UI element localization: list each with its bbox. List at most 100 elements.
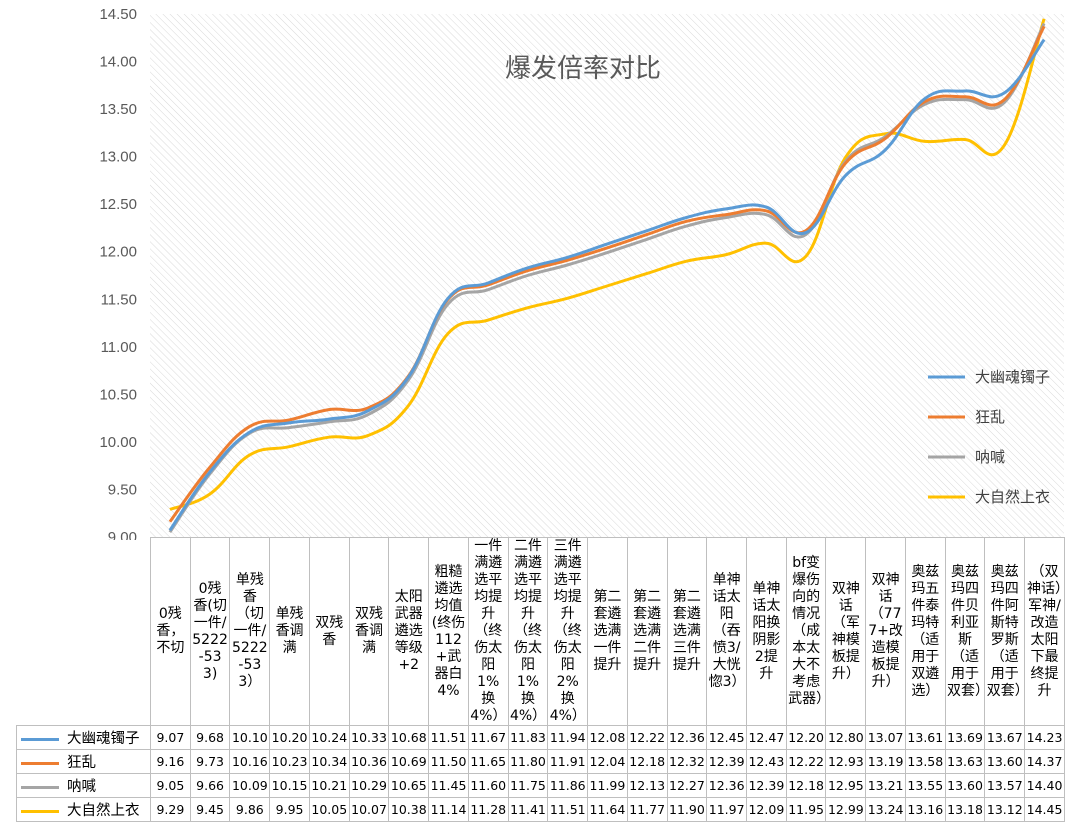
table-cell: 10.34	[308, 749, 350, 774]
category-text: 二件满遴选平均提升（终伤太阳1%换4%）	[509, 538, 547, 724]
category-text: 粗糙遴选均值(终伤112+武器白4%	[431, 563, 466, 699]
table-cell: 9.68	[189, 725, 231, 750]
category-text: 第二套遴选满三件提升	[672, 589, 701, 673]
category-text: 第二套遴选满一件提升	[593, 589, 622, 673]
table-cell: 11.50	[428, 749, 469, 774]
category-label: 单神话太阳换阴影2提升	[746, 537, 787, 726]
chart-title: 爆发倍率对比	[505, 54, 661, 84]
table-cell: 11.65	[467, 749, 509, 774]
table-cell: 11.51	[428, 725, 469, 750]
y-tick-label: 10.00	[99, 434, 137, 451]
table-cell: 12.93	[825, 749, 867, 774]
y-tick-label: 10.50	[99, 386, 137, 403]
table-cell: 13.67	[984, 725, 1026, 750]
table-cell: 9.07	[150, 725, 191, 750]
table-cell: 12.47	[746, 725, 787, 750]
y-tick-label: 12.00	[99, 244, 137, 261]
table-cell: 11.60	[467, 773, 509, 798]
table-cell: 12.20	[785, 725, 827, 750]
series-name-cell: 大幽魂镯子	[16, 725, 151, 750]
table-cell: 10.36	[348, 749, 390, 774]
table-cell: 12.22	[626, 725, 668, 750]
table-corner	[16, 537, 151, 726]
table-cell: 13.55	[904, 773, 946, 798]
series-line-3	[169, 18, 1046, 511]
category-label: 双残香调满	[348, 537, 390, 726]
table-row: 呐喊 9.05 9.66 10.09 10.15 10.21 10.29 10.65 11.45…	[16, 773, 1065, 798]
table-cell: 11.94	[547, 725, 589, 750]
table-cell: 10.68	[388, 725, 430, 750]
category-label: 一件满遴选平均提升（终伤太阳1%换4%）	[467, 537, 509, 726]
category-text: 奥兹玛四件阿斯特罗斯（适用于双套）	[986, 563, 1029, 699]
category-label: 单残香调满	[269, 537, 310, 726]
category-text: 单神话太阳换阴影2提升	[752, 580, 781, 682]
category-label: 太阳武器遴选等级+2	[388, 537, 430, 726]
category-label: 第二套遴选满二件提升	[626, 537, 668, 726]
table-cell: 14.23	[1024, 725, 1065, 750]
table-cell: 13.07	[865, 725, 906, 750]
category-label: 双神话（777+改造模板提升）	[865, 537, 906, 726]
y-tick-label: 11.50	[101, 291, 137, 308]
series-swatch	[21, 761, 59, 765]
y-tick-label: 9.50	[108, 481, 137, 498]
table-cell: 10.24	[308, 725, 350, 750]
table-cell: 10.20	[269, 725, 310, 750]
table-cell: 13.60	[984, 749, 1026, 774]
category-text: 双残香调满	[355, 606, 384, 656]
table-cell: 14.37	[1024, 749, 1065, 774]
category-label: 单神话太阳（吞愤3/大恍惚3）	[706, 537, 748, 726]
table-cell: 9.16	[150, 749, 191, 774]
y-tick-label: 12.50	[99, 196, 137, 213]
data-table: 0残香，不切 0残香(切一件/5222-533) 单残香（切一件/5222-533）…	[16, 537, 1065, 822]
table-cell: 13.63	[944, 749, 986, 774]
y-tick-label: 13.50	[99, 101, 137, 118]
series-name: 大幽魂镯子	[67, 731, 140, 747]
table-cell: 12.08	[587, 725, 628, 750]
legend-label: 狂乱	[975, 408, 1005, 426]
table-cell: 10.29	[348, 773, 390, 798]
table-row: 大幽魂镯子 9.07 9.68 10.10 10.20 10.24 10.33 10.68 11…	[16, 725, 1065, 750]
category-label: 奥兹玛五件泰玛特（适用于双遴选）	[904, 537, 946, 726]
category-text: 第二套遴选满二件提升	[633, 589, 662, 673]
category-label: 单残香（切一件/5222-533）	[229, 537, 271, 726]
table-cell: 12.95	[825, 773, 867, 798]
series-name: 大自然上衣	[67, 803, 140, 819]
table-cell: 12.22	[785, 749, 827, 774]
series-name-cell: 狂乱	[16, 749, 151, 774]
category-label: （双神话）军神/改造太阳下最终提升	[1024, 537, 1065, 726]
category-text: 0残香(切一件/5222-533)	[192, 580, 228, 682]
table-cell: 13.58	[904, 749, 946, 774]
category-text: bf变爆伤向的情况（成本太大不考虑武器）	[788, 555, 831, 707]
table-cell: 11.45	[428, 773, 469, 798]
table-cell: 10.09	[229, 773, 271, 798]
legend-label: 大幽魂镯子	[975, 368, 1050, 386]
y-tick-label: 14.00	[99, 54, 137, 71]
category-label: 双残香	[308, 537, 350, 726]
table-cell: 12.18	[626, 749, 668, 774]
table-cell: 12.45	[706, 725, 748, 750]
chart-plot: 9.00 9.50 10.00 10.50 11.00 11.50 12.00 12.50 13…	[99, 6, 1064, 540]
series-name: 呐喊	[67, 779, 96, 795]
table-cell: 13.60	[944, 773, 986, 798]
category-label: bf变爆伤向的情况（成本太大不考虑武器）	[785, 537, 831, 726]
category-label: 第二套遴选满一件提升	[587, 537, 628, 726]
table-cell: 12.43	[746, 749, 787, 774]
category-text: 一件满遴选平均提升（终伤太阳1%换4%）	[470, 538, 507, 724]
table-cell: 9.73	[189, 749, 231, 774]
category-label: 二件满遴选平均提升（终伤太阳1%换4%）	[507, 537, 549, 726]
category-text: 双神话（777+改造模板提升）	[868, 572, 903, 690]
legend-label: 呐喊	[975, 448, 1005, 466]
table-cell: 9.05	[150, 773, 191, 798]
category-text: 奥兹玛五件泰玛特（适用于双遴选）	[911, 563, 940, 699]
y-tick-label: 13.00	[99, 149, 137, 166]
category-text: （双神话）军神/改造太阳下最终提升	[1027, 563, 1063, 699]
category-text: 单神话太阳（吞愤3/大恍惚3）	[708, 572, 746, 690]
table-cell: 13.69	[944, 725, 986, 750]
table-cell: 11.91	[547, 749, 589, 774]
table-row: 狂乱 9.16 9.73 10.16 10.23 10.34 10.36 10.69 11.50…	[16, 749, 1065, 774]
table-cell: 10.10	[229, 725, 271, 750]
table-cell: 12.80	[825, 725, 867, 750]
table-cell: 12.13	[626, 773, 668, 798]
table-cell: 9.66	[189, 773, 231, 798]
